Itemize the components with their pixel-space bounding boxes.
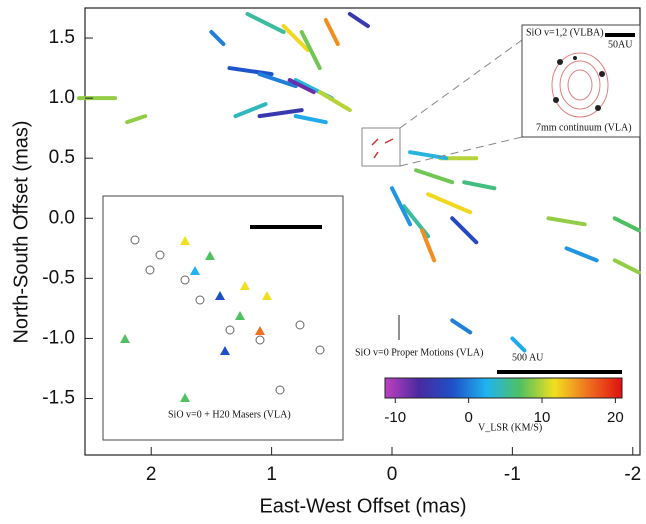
chart: SiO v=1,2 (VLBA) 50AU 7mm continuum (VLA… xyxy=(0,0,646,524)
proper-motion-vector xyxy=(296,116,326,122)
zoom-marks xyxy=(372,139,393,158)
x-tick-label: -2 xyxy=(624,464,641,485)
colorbar xyxy=(385,378,622,398)
colorbar-label: V_LSR (KM/S) xyxy=(478,422,542,433)
proper-motion-vector xyxy=(127,116,145,122)
proper-motion-vector xyxy=(615,260,639,272)
colorbar-tick-label: 10 xyxy=(534,409,551,426)
proper-motion-vector xyxy=(350,14,368,26)
x-tick-label: 2 xyxy=(146,464,157,485)
x-tick-label: 0 xyxy=(387,464,398,485)
proper-motion-vector xyxy=(320,92,350,110)
colorbar-tick-label: 20 xyxy=(607,409,624,426)
proper-motion-vector xyxy=(326,20,338,44)
leader-line xyxy=(400,137,522,166)
zoom-box xyxy=(362,128,400,166)
proper-motion-vector xyxy=(452,320,470,332)
proper-motion-vector xyxy=(248,14,284,32)
y-tick-label: 0.0 xyxy=(49,207,75,228)
proper-motion-vector xyxy=(512,338,524,350)
proper-motion-vector xyxy=(464,182,494,188)
proper-motion-vector xyxy=(549,218,585,224)
leader-line xyxy=(400,40,522,128)
y-axis-title: North-South Offset (mas) xyxy=(10,120,32,343)
y-tick-label: 1.5 xyxy=(49,27,75,48)
x-tick-label: -1 xyxy=(504,464,521,485)
y-tick-label: 0.5 xyxy=(49,147,75,168)
proper-motion-vector xyxy=(567,248,597,260)
y-tick-label: -1.0 xyxy=(42,327,75,348)
scale-label: 50AU xyxy=(608,39,633,50)
inset-masers xyxy=(103,196,343,440)
proper-motion-vector xyxy=(615,218,639,230)
proper-motion-vector xyxy=(229,68,271,74)
x-axis-title: East-West Offset (mas) xyxy=(259,495,466,517)
y-tick-label: 1.0 xyxy=(49,87,75,108)
scale-label: 500 AU xyxy=(512,352,544,363)
proper-motion-vector xyxy=(428,194,470,212)
y-tick-label: -0.5 xyxy=(42,267,75,288)
annotation: SiO v=0 Proper Motions (VLA) xyxy=(355,347,483,358)
proper-motion-vector xyxy=(392,188,410,224)
proper-motion-vector xyxy=(410,152,446,158)
x-tick-label: 1 xyxy=(266,464,277,485)
inset-label: 7mm continuum (VLA) xyxy=(536,122,632,133)
proper-motion-vector xyxy=(211,32,223,44)
proper-motion-vector xyxy=(416,170,452,182)
inset-label: SiO v=1,2 (VLBA) xyxy=(526,27,604,38)
proper-motion-vector xyxy=(302,32,320,68)
inset-label: SiO v=0 + H20 Masers (VLA) xyxy=(168,409,291,420)
y-tick-label: -1.5 xyxy=(42,388,75,409)
colorbar-tick-label: -10 xyxy=(384,409,406,426)
colorbar-tick-label: 0 xyxy=(464,409,472,426)
proper-motion-vector xyxy=(452,218,476,242)
